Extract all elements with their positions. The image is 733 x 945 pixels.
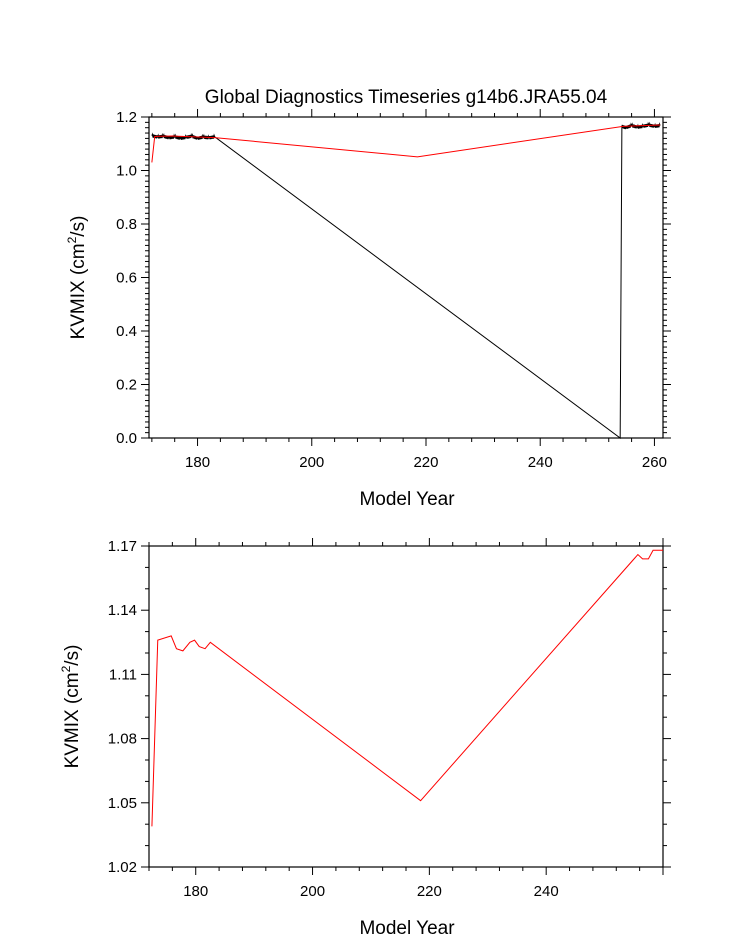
x-tick-label: 240 (534, 883, 559, 900)
y-axis-label: KVMIX (cm2/s) (59, 645, 83, 769)
y-tick-label: 0.0 (116, 430, 137, 447)
y-axis-label: KVMIX (cm2/s) (65, 216, 89, 340)
y-tick-label: 1.11 (109, 666, 137, 683)
series-line-annual (151, 124, 661, 163)
x-tick-label: 240 (528, 454, 553, 471)
series-line-monthly (151, 121, 661, 439)
y-tick-label: 1.08 (108, 731, 137, 748)
x-tick-label: 200 (300, 883, 325, 900)
y-tick-label: 0.2 (116, 377, 137, 394)
x-tick-label: 260 (642, 454, 667, 471)
plot-frame (148, 116, 664, 439)
x-axis-label: Model Year (359, 489, 455, 510)
y-tick-label: 1.05 (108, 795, 137, 812)
x-axis-label: Model Year (359, 918, 455, 939)
y-tick-label: 0.4 (116, 323, 137, 340)
x-tick-label: 180 (183, 883, 208, 900)
y-tick-label: 0.6 (116, 270, 137, 287)
x-tick-label: 220 (413, 454, 438, 471)
bottom-panel: 180 200 220 240 1.02 1.05 1.08 1.11 1.14 1.17 Mode… (59, 538, 671, 939)
x-tick-label: 180 (185, 454, 210, 471)
y-tick-label: 1.0 (116, 163, 137, 180)
series-line-annual (151, 549, 663, 827)
y-tick-label: 1.2 (116, 109, 137, 126)
y-tick-label: 1.14 (108, 602, 137, 619)
y-tick-label: 1.17 (108, 538, 137, 555)
top-panel: 180 200 220 240 260 0.0 0.2 0.4 0.6 0.8 1.0 1.2 Mode… (65, 109, 671, 510)
plot-frame (148, 545, 664, 868)
x-tick-label: 200 (299, 454, 324, 471)
y-tick-label: 0.8 (116, 216, 137, 233)
figure-title: Global Diagnostics Timeseries g14b6.JRA5… (205, 87, 608, 108)
x-tick-label: 220 (417, 883, 442, 900)
y-tick-label: 1.02 (108, 859, 137, 876)
